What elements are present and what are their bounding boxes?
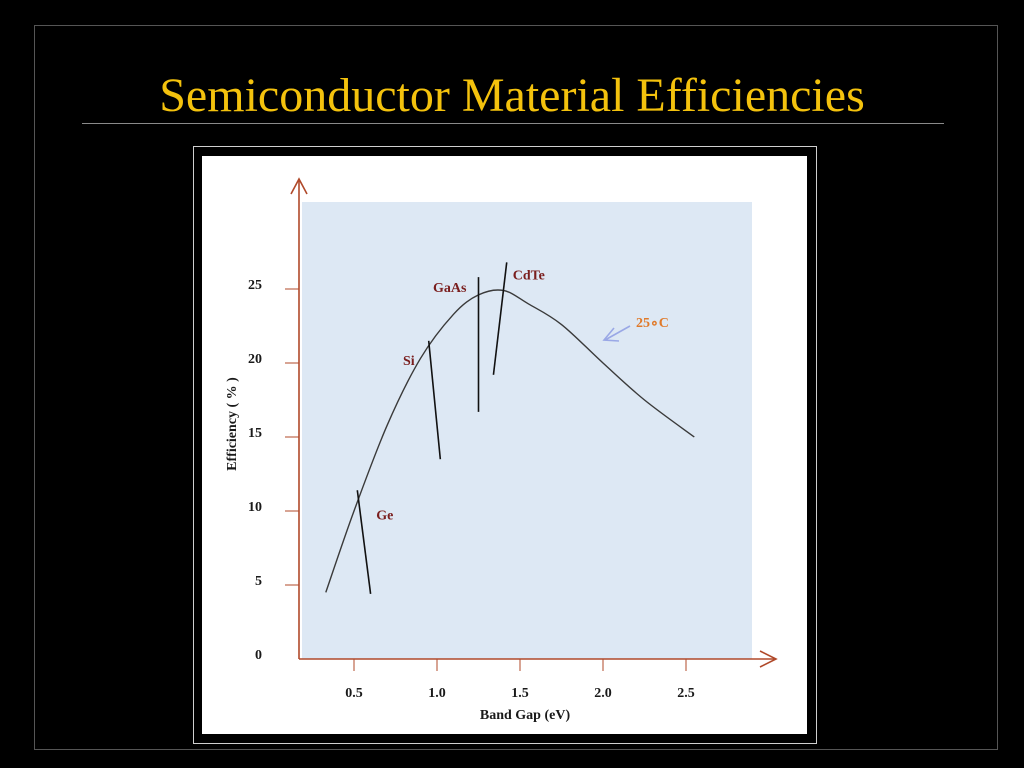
material-label-si: Si [403,354,415,369]
y-tick-label: 20 [248,352,262,367]
efficiency-chart: 0.5 1.0 1.5 2.0 2.5 0 5 10 15 20 25 Band Gap (eV) Ef… [225,177,778,723]
material-label-cdte: CdTe [513,268,545,283]
y-axis-title: Efficiency ( % ) [225,377,240,471]
temperature-arrow-shaft [604,325,631,341]
y-tick-label: 25 [248,278,262,293]
temperature-arrow-head [602,327,620,342]
x-axis-title: Band Gap (eV) [480,708,571,723]
x-tick-label: 2.5 [677,686,695,701]
x-tick-label: 1.0 [428,686,446,701]
x-tick-label: 2.0 [594,686,612,701]
title-divider [82,123,944,124]
material-line-ge [356,490,372,594]
y-axis-arrowhead [290,177,308,195]
slide-title: Semiconductor Material Efficiencies [159,69,865,122]
material-line-cdte [492,262,508,375]
material-label-ge: Ge [376,508,393,523]
y-tick-label: 10 [248,500,262,515]
plot-area [302,202,752,659]
material-label-gaas: GaAs [433,281,467,296]
slide-frame [34,25,998,750]
chart-panel: 0.5 1.0 1.5 2.0 2.5 0 5 10 15 20 25 Band Gap (eV) Ef… [202,156,807,734]
y-tick-label: 0 [255,648,262,663]
y-tick-label: 15 [248,426,262,441]
y-tick-label: 5 [255,574,262,589]
x-tick-label: 1.5 [511,686,529,701]
x-tick-label: 0.5 [345,686,363,701]
material-line-si [427,340,442,460]
efficiency-curve-25c [325,289,695,593]
x-axis-arrowhead [759,650,778,668]
temperature-label: 25∘C [636,316,669,331]
